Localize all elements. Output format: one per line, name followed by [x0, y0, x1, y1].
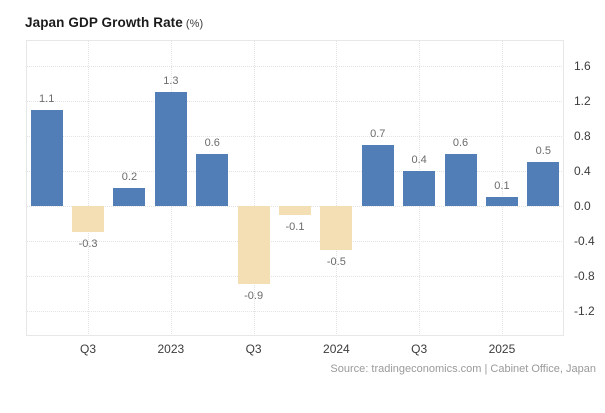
bar-q2-2022	[30, 109, 63, 206]
y-gridline	[26, 66, 564, 68]
bar-q4-2024	[444, 153, 477, 206]
bar-q2-2025	[527, 162, 560, 206]
bar-q1-2024	[320, 205, 353, 250]
bar-value-label: 1.1	[39, 92, 55, 105]
chart-title: Japan GDP Growth Rate (%)	[25, 15, 203, 30]
x-gridline	[88, 40, 90, 336]
x-gridline	[336, 40, 338, 336]
bar-value-label: -0.5	[326, 255, 346, 268]
y-axis-label: 0.0	[574, 198, 591, 213]
y-gridline	[26, 170, 564, 172]
y-gridline	[26, 136, 564, 138]
bar-value-label: 0.5	[535, 145, 551, 158]
y-axis-label: -0.8	[574, 268, 595, 283]
y-axis-label: 1.6	[574, 59, 591, 74]
bar-value-label: 0.1	[494, 180, 510, 193]
bar-q3-2023	[237, 205, 270, 285]
y-axis-label: 0.4	[574, 163, 591, 178]
bar-q4-2023	[279, 205, 311, 215]
bar-value-label: 1.3	[163, 75, 179, 88]
x-axis-label: 2024	[323, 342, 350, 356]
x-gridline	[501, 40, 503, 336]
x-axis-label: 2025	[488, 342, 516, 356]
bar-value-label: 0.7	[370, 127, 386, 140]
chart-title-unit: (%)	[185, 18, 204, 30]
x-axis-label: Q3	[411, 342, 428, 356]
x-axis-label: 2023	[157, 342, 185, 356]
bar-value-label: -0.9	[244, 290, 264, 303]
source-attribution: Source: tradingeconomics.com | Cabinet O…	[330, 363, 596, 375]
bar-value-label: 0.4	[411, 153, 427, 166]
bar-q3-2022	[72, 205, 105, 233]
chart-title-text: Japan GDP Growth Rate	[25, 15, 183, 30]
plot-frame	[26, 40, 564, 336]
bar-q1-2025	[485, 197, 518, 206]
bar-q3-2024	[403, 170, 436, 206]
x-axis-label: Q3	[245, 342, 262, 356]
bar-q4-2022	[113, 188, 146, 206]
bar-value-label: -0.1	[285, 220, 305, 233]
bar-q1-2023	[154, 92, 187, 206]
bar-value-label: -0.3	[78, 238, 98, 251]
y-gridline	[26, 101, 564, 103]
bar-value-label: 0.2	[121, 171, 138, 184]
bar-q2-2023	[196, 153, 229, 206]
y-gridline	[26, 240, 564, 242]
y-axis-label: 0.8	[574, 129, 591, 144]
y-axis-label: -1.2	[574, 303, 595, 318]
y-axis-label: -0.4	[574, 233, 595, 248]
x-gridline	[253, 40, 255, 336]
y-gridline	[26, 275, 564, 277]
bar-value-label: 0.6	[452, 136, 469, 149]
y-gridline	[26, 310, 564, 312]
bar-value-label: 0.6	[204, 136, 220, 149]
x-axis-label: Q3	[80, 342, 97, 356]
y-axis-label: 1.2	[574, 94, 591, 109]
bar-q2-2024	[361, 144, 394, 206]
